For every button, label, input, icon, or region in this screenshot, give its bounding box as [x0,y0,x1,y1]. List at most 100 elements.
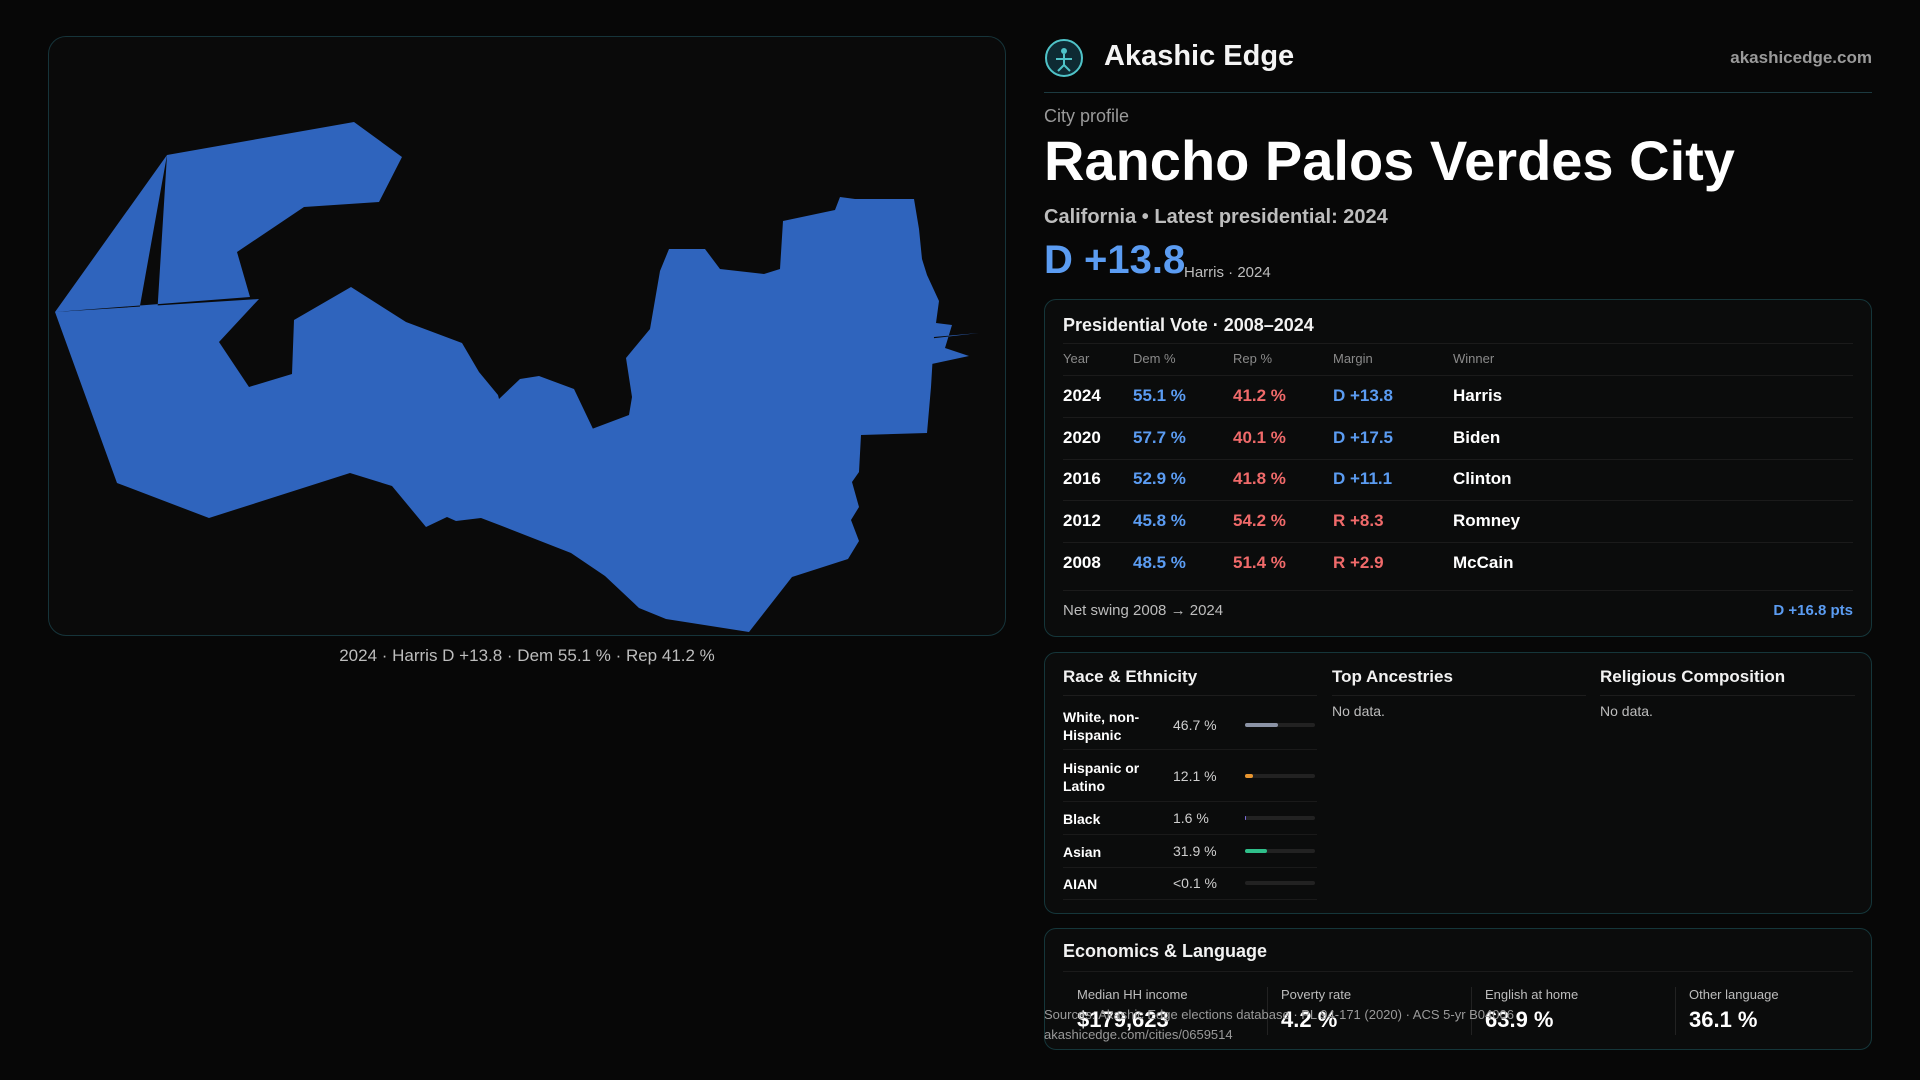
economics-title: Economics & Language [1063,941,1268,961]
row-rep: 41.8 % [1233,469,1286,488]
race-value: 1.6 % [1173,810,1209,826]
divider [1063,695,1317,696]
globe-figure-icon[interactable] [1044,38,1084,78]
site-domain[interactable]: akashicedge.com [1730,48,1872,67]
divider [1332,695,1586,696]
divider [1063,417,1853,418]
city-boundary-map[interactable] [49,37,1006,636]
race-label: AIAN [1063,876,1098,892]
row-winner: Clinton [1453,469,1512,488]
divider [1063,590,1853,591]
stat-value: 63.9 % [1485,1007,1554,1032]
row-margin: R +8.3 [1333,511,1384,530]
list-item: Hispanic or Latino 12.1 % [1063,753,1317,802]
stat-label: Other language [1689,987,1779,1002]
row-dem: 52.9 % [1133,469,1186,488]
row-winner: Romney [1453,511,1521,530]
race-value: 46.7 % [1173,717,1217,733]
row-rep: 51.4 % [1233,553,1286,572]
row-winner: Harris [1453,386,1503,405]
net-swing-label: Net swing 2008 → 2024 [1063,602,1224,619]
list-item: White, non-Hispanic 46.7 % [1063,703,1317,750]
net-swing-value: D +16.8 pts [1773,602,1853,619]
divider [1600,695,1855,696]
race-bar [1245,881,1315,885]
brand-name[interactable]: Akashic Edge [1104,40,1295,72]
latest-margin: D +13.8 [1044,238,1186,282]
stat-value: 4.2 % [1281,1007,1338,1032]
race-bar-fill [1245,816,1247,820]
economics-card: Economics & Language Median HH income $1… [1044,928,1872,1050]
row-dem: 55.1 % [1133,386,1186,405]
row-rep: 40.1 % [1233,428,1286,447]
page-footer: Sources: Akashic Edge elections database… [1044,1005,1514,1045]
race-value: <0.1 % [1173,875,1217,891]
row-margin: D +11.1 [1333,469,1393,488]
header-dem: Dem % [1133,351,1176,366]
presidential-vote-card: Presidential Vote · 2008–2024 Year Dem %… [1044,299,1872,637]
divider [1063,500,1853,501]
ancestries-empty: No data. [1332,703,1385,719]
divider [1063,971,1853,972]
race-label: Asian [1063,844,1102,860]
city-boundary-shape[interactable] [55,122,979,632]
demographics-card: Race & Ethnicity White, non-Hispanic 46.… [1044,652,1872,914]
row-year: 2024 [1063,386,1101,405]
header-rep: Rep % [1233,351,1273,366]
religion-title: Religious Composition [1600,667,1786,686]
stat-median-income: Median HH income $179,623 [1045,987,1249,1039]
race-value: 31.9 % [1173,843,1217,859]
race-value: 12.1 % [1173,768,1217,784]
stat-value: $179,623 [1077,1007,1169,1032]
divider [1267,987,1268,1035]
page-title: Rancho Palos Verdes City [1044,129,1735,192]
header-winner: Winner [1453,351,1495,366]
latest-margin-note: Harris · 2024 [1184,264,1271,281]
list-item: Black 1.6 % [1063,804,1317,835]
row-rep: 54.2 % [1233,511,1286,530]
divider [1063,343,1853,344]
stat-value: 36.1 % [1689,1007,1758,1032]
stat-label: Poverty rate [1281,987,1352,1002]
row-winner: Biden [1453,428,1501,447]
row-rep: 41.2 % [1233,386,1286,405]
sources-note: Sources: Akashic Edge elections database… [1044,1007,1514,1022]
row-year: 2012 [1063,511,1101,530]
row-dem: 48.5 % [1133,553,1186,572]
page-url[interactable]: akashicedge.com/cities/0659514 [1044,1027,1233,1042]
stat-label: English at home [1485,987,1579,1002]
row-margin: D +17.5 [1333,428,1394,447]
presidential-vote-title: Presidential Vote · 2008–2024 [1063,315,1314,335]
page-subtitle: California • Latest presidential: 2024 [1044,206,1388,228]
row-margin: R +2.9 [1333,553,1384,572]
race-bar [1245,774,1315,778]
religion-empty: No data. [1600,703,1653,719]
divider [1063,375,1853,376]
page-kicker: City profile [1044,106,1130,126]
row-dem: 45.8 % [1133,511,1186,530]
divider [1063,542,1853,543]
header-year: Year [1063,351,1090,366]
row-winner: McCain [1453,553,1514,572]
header-margin: Margin [1333,351,1373,366]
row-year: 2008 [1063,553,1101,572]
row-year: 2020 [1063,428,1101,447]
race-label: Hispanic or Latino [1063,760,1140,794]
ancestries-title: Top Ancestries [1332,667,1453,686]
race-bar [1245,849,1315,853]
map-caption: 2024 · Harris D +13.8 · Dem 55.1 % · Rep… [339,646,715,665]
race-label: White, non-Hispanic [1063,709,1140,743]
row-dem: 57.7 % [1133,428,1186,447]
stat-poverty-rate: Poverty rate 4.2 % [1267,987,1471,1039]
site-header: Akashic Edge akashicedge.com [1044,30,1872,93]
map-panel[interactable] [48,36,1006,636]
race-bar-fill [1245,774,1254,778]
divider [1675,987,1676,1035]
race-bar [1245,723,1315,727]
stat-english-at-home: English at home 63.9 % [1471,987,1675,1039]
row-margin: D +13.8 [1333,386,1394,405]
divider [1471,987,1472,1035]
race-bar-fill [1245,723,1278,727]
list-item: Asian 31.9 % [1063,837,1317,868]
list-item: AIAN <0.1 % [1063,869,1317,900]
